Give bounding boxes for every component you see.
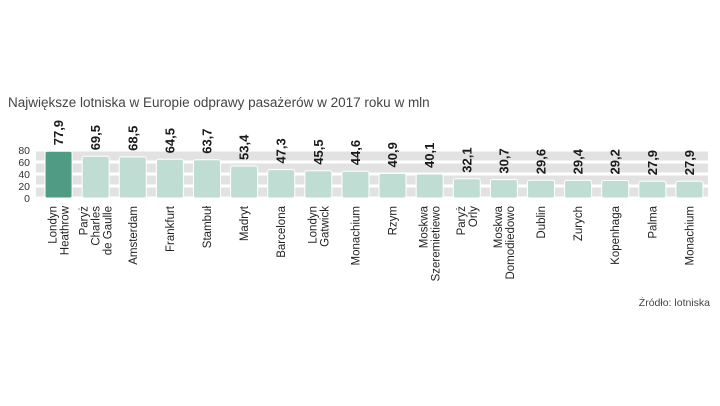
value-label: 29,4 <box>571 148 586 174</box>
bar <box>81 155 110 199</box>
category-label-line: Amsterdam <box>128 206 140 265</box>
value-label: 68,5 <box>125 126 140 151</box>
category-label-line: Charles <box>91 206 103 246</box>
category-label: Stambuł <box>202 206 214 249</box>
bar <box>638 180 667 199</box>
y-tick-label: 80 <box>18 145 30 157</box>
category-label-line: Rzym <box>388 206 400 235</box>
value-label: 77,9 <box>51 120 66 145</box>
category-label: Zurych <box>573 206 585 241</box>
bar <box>601 179 630 199</box>
bar <box>415 173 444 199</box>
bar <box>527 179 555 199</box>
value-label: 29,6 <box>534 149 549 174</box>
value-label: 64,5 <box>162 128 177 153</box>
category-label: Frankfurt <box>165 205 177 252</box>
category-labels-layer: Londyn Heathrow Paryż Charles de Gaulle Amste… <box>48 205 697 281</box>
category-label-line: Stambuł <box>202 206 214 249</box>
bar <box>564 179 593 199</box>
category-label: Rzym <box>388 206 400 235</box>
category-label-line: Barcelona <box>276 205 288 257</box>
category-label-line: Heathrow <box>60 205 72 255</box>
bar <box>118 156 147 199</box>
y-tick-label: 40 <box>18 169 30 181</box>
category-label: Paryż Orly <box>456 206 480 236</box>
value-label: 40,9 <box>385 142 400 167</box>
category-label: Londyn Heathrow <box>48 205 72 255</box>
category-label-line: Domodiedowo <box>505 206 517 280</box>
category-label-line: Orly <box>468 206 480 227</box>
chart-title: Największe lotniska w Europie odprawy pa… <box>8 95 430 110</box>
value-label: 32,1 <box>459 147 474 172</box>
grid-layer <box>36 151 708 197</box>
value-label: 63,7 <box>200 128 215 153</box>
category-label: Barcelona <box>276 205 288 257</box>
category-label: Monachium <box>684 206 696 265</box>
bar <box>267 169 296 199</box>
value-label: 27,9 <box>682 150 697 175</box>
category-label-line: Moskwa <box>419 205 431 248</box>
bars-layer <box>44 150 704 199</box>
category-label-line: Paryż <box>79 206 91 236</box>
category-label-line: Dublin <box>536 206 548 239</box>
bar <box>675 180 704 199</box>
category-label-line: Moskwa <box>493 205 505 248</box>
value-label: 47,3 <box>274 138 289 163</box>
y-tick-label: 0 <box>24 193 30 205</box>
bar <box>230 165 259 199</box>
category-label: Dublin <box>536 206 548 239</box>
grid-band <box>36 187 708 197</box>
value-label: 45,5 <box>311 139 326 164</box>
bar <box>155 158 184 199</box>
grid-band <box>36 163 708 173</box>
value-label: 53,4 <box>237 134 252 160</box>
category-label-line: Londyn <box>48 206 60 244</box>
category-label: Kopenhaga <box>610 205 622 264</box>
category-label: Madryt <box>239 205 251 241</box>
category-label: Moskwa Domodiedowo <box>493 205 517 279</box>
category-label-line: Palma <box>647 205 659 238</box>
chart-source: Źródło: lotniska <box>639 296 710 309</box>
category-label-line: Paryż <box>456 206 468 236</box>
value-labels-layer: 77,9 69,5 68,5 64,5 63,7 53,4 47,3 45,5 44,6 40,9… <box>51 120 697 175</box>
category-label-line: Londyn <box>307 206 319 244</box>
value-label: 29,2 <box>608 149 623 174</box>
category-label-line: Szeremietiewo <box>431 206 443 281</box>
grid-band <box>36 175 708 185</box>
category-label: Londyn Gatwick <box>307 206 331 247</box>
category-label: Palma <box>647 205 659 238</box>
bar <box>341 170 370 199</box>
category-label-line: Monachium <box>684 206 696 265</box>
category-label: Paryż Charles de Gaulle <box>79 206 115 255</box>
category-label-line: Monachium <box>350 206 362 265</box>
bar <box>193 159 221 199</box>
y-tick-label: 60 <box>18 157 30 169</box>
grid-band <box>36 151 708 161</box>
bar <box>489 179 518 199</box>
category-label: Moskwa Szeremietiewo <box>419 205 443 281</box>
category-label: Monachium <box>350 206 362 265</box>
value-label: 69,5 <box>88 125 103 150</box>
value-label: 27,9 <box>645 150 660 175</box>
bar <box>452 178 481 199</box>
category-label-line: Madryt <box>239 205 251 241</box>
category-label-line: Kopenhaga <box>610 205 622 264</box>
category-label-line: Gatwick <box>319 206 331 247</box>
category-label-line: Frankfurt <box>165 205 177 252</box>
bar <box>44 150 73 199</box>
y-tick-label: 20 <box>18 181 30 193</box>
category-label-line: de Gaulle <box>103 206 115 255</box>
value-label: 40,1 <box>422 143 437 168</box>
value-label: 44,6 <box>348 140 363 165</box>
category-label: Amsterdam <box>128 206 140 265</box>
bar <box>378 172 407 199</box>
category-label-line: Zurych <box>573 206 585 241</box>
value-label: 30,7 <box>496 148 511 173</box>
bar <box>304 170 333 199</box>
